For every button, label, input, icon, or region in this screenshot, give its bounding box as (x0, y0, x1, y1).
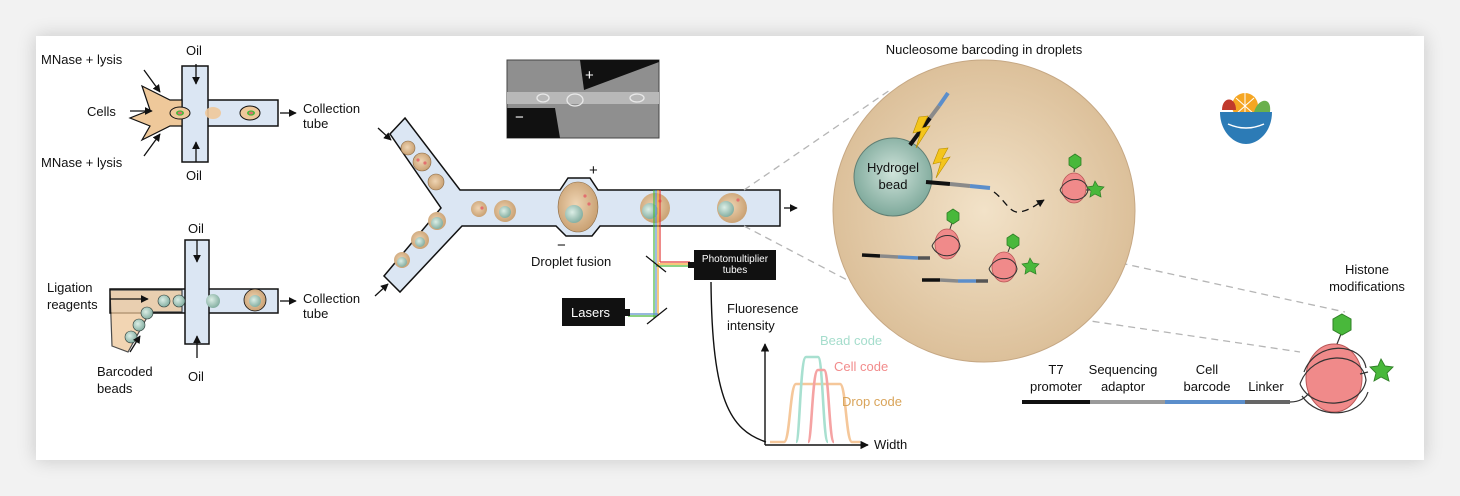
nucleosome (861, 208, 961, 260)
barcoded-bead (140, 306, 154, 320)
electrode-plus: + (589, 162, 598, 179)
barcoded-bead (124, 330, 138, 344)
large-nucleosome (1299, 313, 1394, 414)
pmt-box (694, 250, 776, 280)
barcode-label: Cell barcode (1184, 362, 1231, 394)
pmt-label: Photomultiplier tubes (702, 254, 769, 276)
top-cell-inlet (128, 84, 183, 142)
barcoded-bead (172, 294, 186, 308)
lasers-label: Lasers (571, 305, 611, 320)
barcoded-beads-label: Barcoded beads (97, 364, 153, 396)
top-inlet-top-label: MNase + lysis (41, 52, 123, 67)
barcoded-bead (206, 294, 220, 308)
cell-code-trace (806, 368, 836, 444)
micrograph-minus: − (515, 109, 524, 126)
bottom-oil-top-label: Oil (188, 221, 204, 236)
cleavage-bolt-icon (932, 147, 951, 179)
hydrogel-bead (853, 137, 933, 217)
droplet-fusion-label: Droplet fusion (531, 254, 611, 269)
micrograph-plus: + (585, 67, 594, 84)
fluorescence-plot: Fluoresence intensity Width Bead code Cel… (727, 301, 907, 452)
barcode-construct: T7 promoter Sequencing adaptor Cell barcode… (1022, 262, 1405, 414)
top-inlet-bottom-label: MNase + lysis (41, 155, 123, 170)
histone-mark-hexagon-icon (1332, 313, 1352, 336)
x-axis-label: Width (874, 437, 907, 452)
barcoding-title: Nucleosome barcoding in droplets (886, 42, 1083, 57)
cell-code-label: Cell code (834, 359, 888, 374)
electrode-minus: − (557, 237, 566, 254)
optical-detection: Lasers Photomultiplier tubes (562, 190, 776, 443)
bead-code-trace (794, 355, 830, 444)
histone-label: Histone modifications (1329, 262, 1405, 294)
fusion-micrograph: + − (506, 59, 660, 139)
adaptor-label: Sequencing adaptor (1089, 362, 1158, 394)
bottom-oil-bottom-label: Oil (188, 369, 204, 384)
lasers-box (562, 298, 625, 326)
t7-label: T7 promoter (1030, 362, 1083, 394)
bead-code-label: Bead code (820, 333, 882, 348)
top-droplet-device: MNase + lysis MNase + lysis Cells Oil Oi… (41, 43, 360, 183)
fusion-channel: + − Droplet fusion (374, 116, 798, 297)
y-axis-label: Fluoresence intensity (727, 301, 799, 333)
nucleosome (922, 233, 1040, 283)
ligation-reagents-label: Ligation reagents (47, 280, 98, 312)
drop-code-label: Drop code (842, 394, 902, 409)
nucleosome (1059, 153, 1105, 204)
top-oil-top-label: Oil (186, 43, 202, 58)
histone-mark-star-icon (1369, 357, 1394, 382)
bottom-droplet-device: Ligation reagents Barcoded beads Oil Oil C… (47, 221, 360, 396)
top-oil-bottom-label: Oil (186, 168, 202, 183)
linker-label: Linker (1248, 379, 1284, 394)
top-outlet-label: Collection tube (303, 101, 360, 131)
hydrogel-label: Hydrogel bead (867, 160, 919, 192)
drop-code-trace (770, 382, 860, 444)
droplet-sphere (832, 59, 1136, 363)
cleavage-bolt-icon (912, 115, 931, 149)
bottom-outlet-label: Collection tube (303, 291, 360, 321)
bowl-icon (1220, 93, 1272, 144)
barcoded-bead (132, 318, 146, 332)
barcoding-droplet: Nucleosome barcoding in droplets Hydroge… (832, 42, 1136, 363)
barcoded-bead (157, 294, 171, 308)
cells-label: Cells (87, 104, 116, 119)
